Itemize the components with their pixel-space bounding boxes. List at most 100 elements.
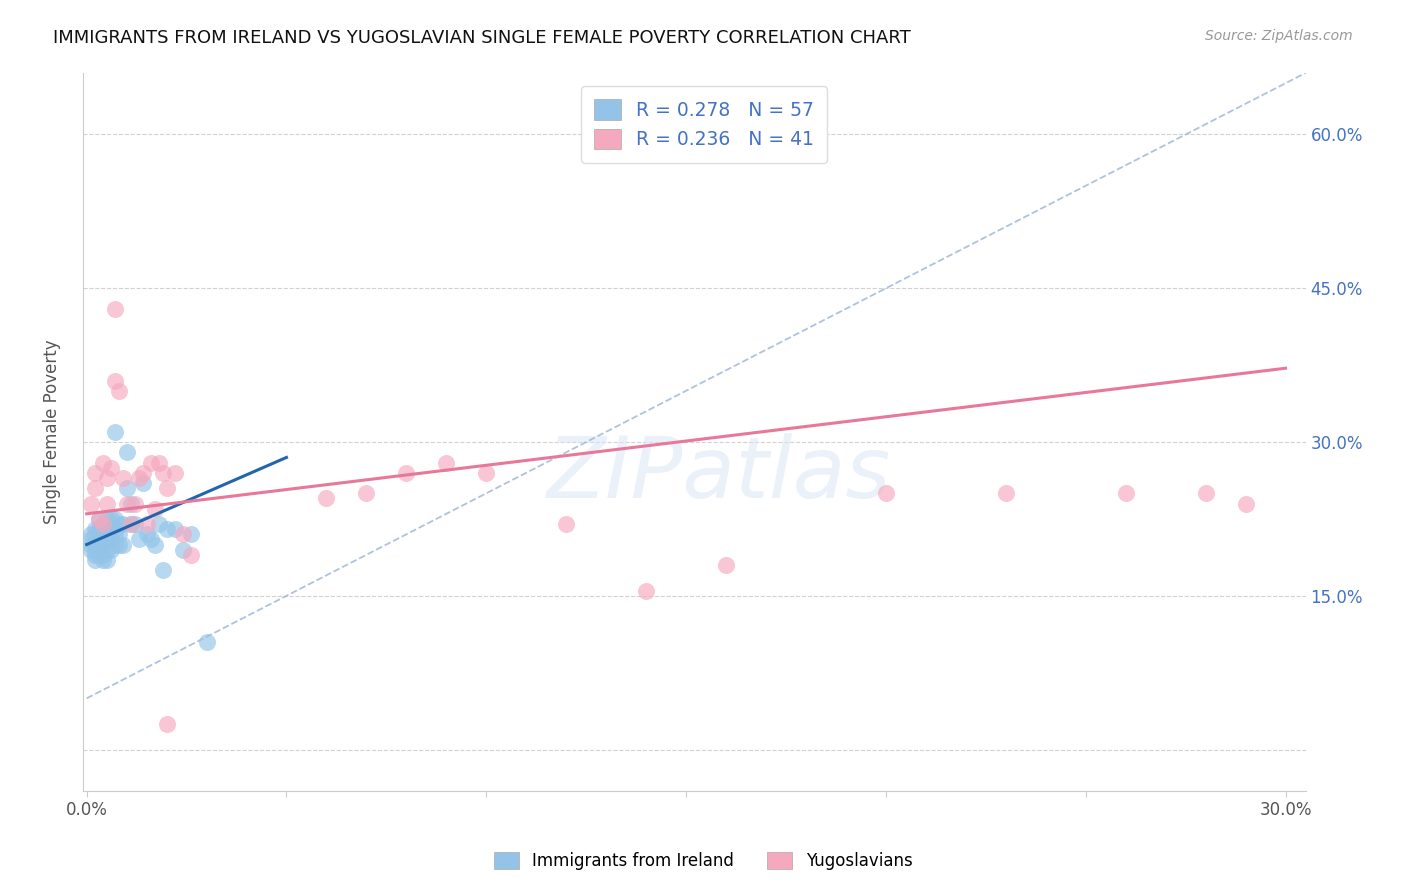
Point: [994, 486, 1017, 500]
Point: [83, 481, 105, 495]
Legend: Immigrants from Ireland, Yugoslavians: Immigrants from Ireland, Yugoslavians: [486, 845, 920, 877]
Point: [124, 497, 146, 511]
Point: [195, 635, 218, 649]
Point: [124, 517, 146, 532]
Point: [83, 522, 105, 536]
Point: [91, 522, 114, 536]
Point: [135, 517, 157, 532]
Point: [100, 460, 122, 475]
Point: [107, 527, 129, 541]
Point: [83, 527, 105, 541]
Point: [87, 542, 110, 557]
Point: [96, 497, 118, 511]
Point: [152, 563, 174, 577]
Point: [120, 517, 142, 532]
Legend: R = 0.278   N = 57, R = 0.236   N = 41: R = 0.278 N = 57, R = 0.236 N = 41: [581, 86, 827, 162]
Point: [100, 533, 122, 547]
Point: [128, 471, 150, 485]
Point: [163, 522, 186, 536]
Point: [91, 553, 114, 567]
Text: IMMIGRANTS FROM IRELAND VS YUGOSLAVIAN SINGLE FEMALE POVERTY CORRELATION CHART: IMMIGRANTS FROM IRELAND VS YUGOSLAVIAN S…: [53, 29, 911, 47]
Point: [111, 517, 134, 532]
Point: [96, 522, 118, 536]
Point: [155, 522, 177, 536]
Point: [91, 548, 114, 562]
Point: [1194, 486, 1216, 500]
Point: [395, 466, 418, 480]
Point: [91, 537, 114, 551]
Point: [87, 512, 110, 526]
Point: [79, 533, 101, 547]
Point: [91, 517, 114, 532]
Point: [115, 481, 138, 495]
Point: [128, 533, 150, 547]
Point: [148, 517, 170, 532]
Point: [139, 533, 162, 547]
Point: [714, 558, 737, 572]
Point: [434, 456, 457, 470]
Point: [96, 542, 118, 557]
Point: [1115, 486, 1137, 500]
Point: [100, 512, 122, 526]
Point: [120, 517, 142, 532]
Point: [120, 497, 142, 511]
Point: [100, 542, 122, 557]
Point: [475, 466, 498, 480]
Point: [143, 537, 166, 551]
Point: [636, 583, 658, 598]
Point: [83, 553, 105, 567]
Point: [83, 542, 105, 557]
Point: [111, 471, 134, 485]
Point: [104, 425, 127, 439]
Point: [143, 501, 166, 516]
Point: [172, 527, 194, 541]
Point: [87, 522, 110, 536]
Point: [91, 456, 114, 470]
Point: [79, 537, 101, 551]
Point: [100, 522, 122, 536]
Point: [155, 481, 177, 495]
Point: [555, 517, 578, 532]
Point: [96, 553, 118, 567]
Point: [152, 466, 174, 480]
Point: [163, 466, 186, 480]
Point: [875, 486, 897, 500]
Point: [96, 533, 118, 547]
Point: [172, 542, 194, 557]
Point: [104, 512, 127, 526]
Point: [83, 537, 105, 551]
Point: [107, 517, 129, 532]
Point: [115, 497, 138, 511]
Point: [180, 527, 202, 541]
Point: [79, 542, 101, 557]
Point: [96, 471, 118, 485]
Point: [96, 512, 118, 526]
Point: [131, 466, 153, 480]
Point: [91, 517, 114, 532]
Point: [315, 491, 337, 506]
Point: [104, 301, 127, 316]
Text: Source: ZipAtlas.com: Source: ZipAtlas.com: [1205, 29, 1353, 44]
Text: ZIPatlas: ZIPatlas: [547, 434, 890, 516]
Point: [135, 527, 157, 541]
Point: [104, 522, 127, 536]
Point: [91, 533, 114, 547]
Point: [139, 456, 162, 470]
Point: [155, 717, 177, 731]
Point: [111, 537, 134, 551]
Point: [104, 527, 127, 541]
Point: [87, 512, 110, 526]
Point: [87, 548, 110, 562]
Point: [356, 486, 378, 500]
Point: [107, 384, 129, 398]
Point: [87, 533, 110, 547]
Point: [83, 548, 105, 562]
Point: [79, 497, 101, 511]
Point: [79, 527, 101, 541]
Point: [148, 456, 170, 470]
Point: [104, 537, 127, 551]
Point: [131, 476, 153, 491]
Y-axis label: Single Female Poverty: Single Female Poverty: [44, 340, 60, 524]
Point: [104, 374, 127, 388]
Point: [115, 445, 138, 459]
